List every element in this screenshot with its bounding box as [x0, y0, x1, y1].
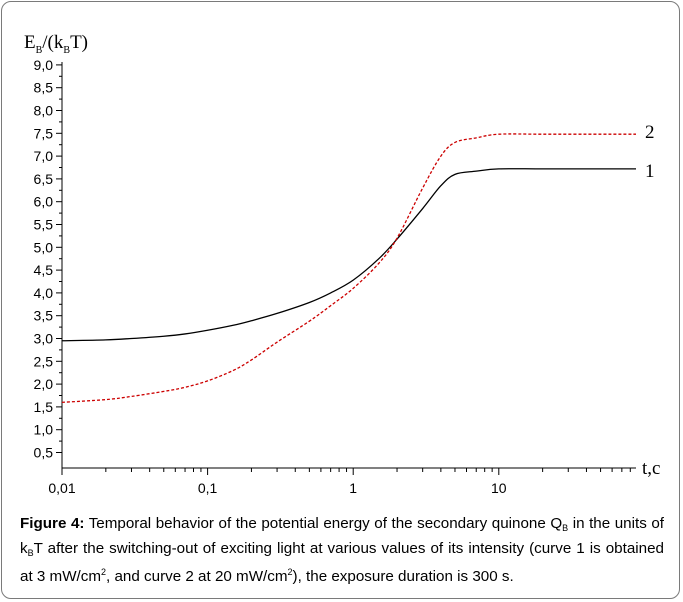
series-labels: 12 — [645, 122, 655, 182]
series-line-2 — [61, 133, 636, 403]
figure-caption: Figure 4: Temporal behavior of the poten… — [20, 515, 664, 585]
series-group — [61, 133, 636, 403]
y-tick-label-13: 7,0 — [34, 148, 54, 164]
y-tick-label-12: 6,5 — [34, 171, 54, 187]
y-tick-label-16: 8,5 — [34, 80, 54, 96]
series-line-1 — [61, 168, 636, 342]
y-tick-label-1: 1,0 — [34, 422, 54, 438]
y-tick-label-3: 2,0 — [34, 376, 54, 392]
y-tick-label-6: 3,5 — [34, 308, 54, 324]
y-tick-label-17: 9,0 — [34, 57, 54, 73]
y-tick-label-14: 7,5 — [34, 125, 54, 141]
x-tick-label-1: 0,1 — [198, 480, 218, 496]
x-tick-label-2: 1 — [349, 480, 357, 496]
y-axis-ticks: 0,5 1,0 1,5 2,0 2,5 3,0 3,5 4,0 4,5 5,0 5,5 6,0 6,5 7… — [34, 57, 62, 461]
energy-chart: 0,5 1,0 1,5 2,0 2,5 3,0 3,5 4,0 4,5 5,0 5,5 6,0 6,5 7… — [24, 32, 660, 496]
caption-label: Figure 4: — [20, 515, 85, 532]
y-tick-label-7: 4,0 — [34, 285, 54, 301]
x-tick-label-0: 0,01 — [48, 480, 75, 496]
y-tick-label-15: 8,0 — [34, 103, 54, 119]
series-label-1: 1 — [645, 161, 655, 182]
y-tick-label-8: 4,5 — [34, 262, 54, 278]
y-tick-label-4: 2,5 — [34, 353, 54, 369]
x-tick-label-3: 10 — [491, 480, 507, 496]
x-axis-ticks: 0,01 0,1 1 10 — [48, 468, 631, 496]
y-tick-label-0: 0,5 — [34, 445, 54, 461]
series-label-2: 2 — [645, 122, 655, 143]
x-axis-label: t,c — [642, 458, 660, 479]
y-tick-label-11: 6,0 — [34, 194, 54, 210]
y-tick-label-2: 1,5 — [34, 399, 54, 415]
y-tick-label-5: 3,0 — [34, 331, 54, 347]
y-axis-label: EB/(kBT) — [24, 32, 88, 56]
y-tick-label-9: 5,0 — [34, 239, 54, 255]
y-tick-label-10: 5,5 — [34, 217, 54, 233]
